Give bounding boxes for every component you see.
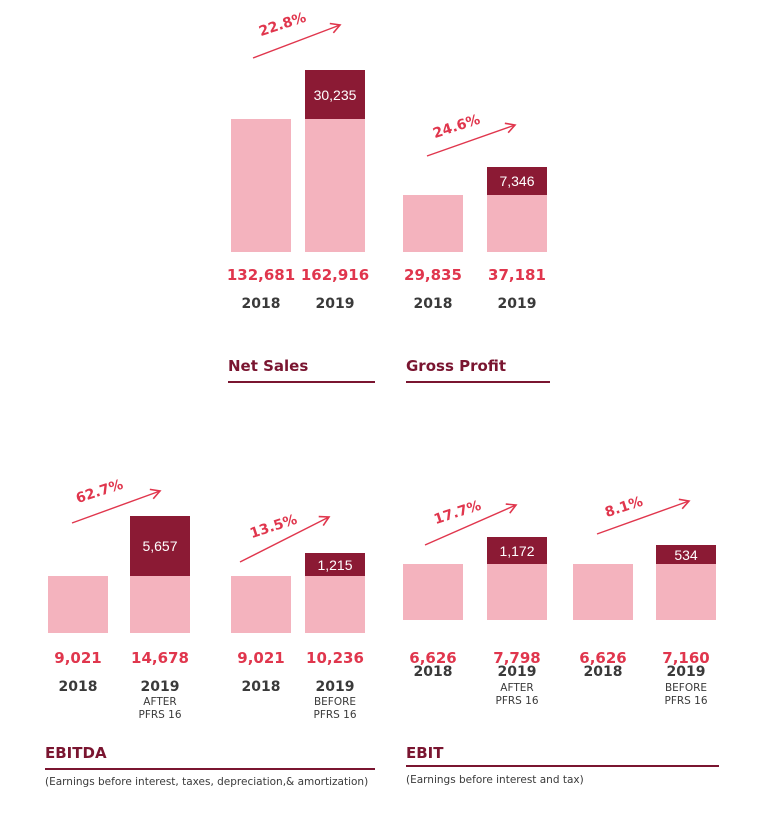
gross-profit-value-2018: 29,835 (404, 266, 462, 284)
ebit-after-value-2018: 6,626 (409, 649, 457, 667)
net-sales-2018-bar (231, 119, 291, 252)
gross-profit-value-2019: 37,181 (488, 266, 546, 284)
ebit-subtitle: (Earnings before interest and tax) (406, 774, 584, 786)
gross-profit-growth-arrow (426, 122, 517, 157)
ebitda-before-note: BEFORE PFRS 16 (313, 696, 357, 721)
ebitda-after-growth-arrow (71, 488, 162, 524)
ebitda-after-year-2019: 2019 (140, 679, 180, 695)
ebitda-subtitle: (Earnings before interest, taxes, deprec… (45, 776, 369, 788)
ebit-after-2019-base-bar (487, 564, 547, 620)
ebit-title: EBIT (406, 744, 444, 762)
net-sales-increase-bar: 30,235 (305, 70, 365, 119)
ebit-before-value-2019: 7,160 (662, 649, 710, 667)
net-sales-2019-base-bar (305, 119, 365, 252)
net-sales-title-rule (228, 381, 375, 383)
ebit-before-2018-bar (573, 564, 633, 620)
gross-profit-title-rule (406, 381, 550, 383)
ebitda-before-2018-bar (231, 576, 291, 633)
gross-profit-year-2018: 2018 (413, 296, 453, 312)
ebit-after-growth-arrow (424, 503, 518, 546)
ebit-before-year-2019: 2019 (666, 664, 706, 680)
ebitda-after-note: AFTER PFRS 16 (138, 696, 182, 721)
ebitda-before-year-2019: 2019 (315, 679, 355, 695)
ebit-after-2018-bar (403, 564, 463, 620)
ebitda-title-rule (45, 768, 375, 770)
ebitda-after-2019-base-bar (130, 576, 190, 633)
gross-profit-2019-base-bar (487, 195, 547, 252)
ebitda-after-value-2019: 14,678 (131, 649, 189, 667)
ebitda-after-increase-bar: 5,657 (130, 516, 190, 576)
ebit-before-increase-bar: 534 (656, 545, 716, 564)
net-sales-year-2019: 2019 (315, 296, 355, 312)
ebitda-before-increase-bar: 1,215 (305, 553, 365, 576)
ebit-after-year-2019: 2019 (497, 664, 537, 680)
net-sales-value-2019: 162,916 (300, 266, 370, 284)
net-sales-value-2018: 132,681 (226, 266, 296, 284)
ebitda-title: EBITDA (45, 744, 107, 762)
net-sales-year-2018: 2018 (241, 296, 281, 312)
ebit-after-year-2018: 2018 (413, 664, 453, 680)
gross-profit-2018-bar (403, 195, 463, 252)
gross-profit-increase-bar: 7,346 (487, 167, 547, 195)
ebitda-before-growth-arrow (239, 515, 331, 563)
ebit-before-value-2018: 6,626 (579, 649, 627, 667)
ebitda-after-value-2018: 9,021 (54, 649, 102, 667)
ebitda-before-2019-base-bar (305, 576, 365, 633)
net-sales-growth-arrow (252, 22, 342, 59)
ebit-before-growth-arrow (596, 498, 691, 535)
ebitda-after-2018-bar (48, 576, 108, 633)
ebit-before-note: BEFORE PFRS 16 (664, 682, 708, 707)
ebit-after-value-2019: 7,798 (493, 649, 541, 667)
net-sales-title: Net Sales (228, 357, 309, 375)
gross-profit-title: Gross Profit (406, 357, 507, 375)
ebit-after-note: AFTER PFRS 16 (495, 682, 539, 707)
ebitda-before-year-2018: 2018 (241, 679, 281, 695)
gross-profit-year-2019: 2019 (497, 296, 537, 312)
ebit-before-2019-base-bar (656, 564, 716, 620)
ebitda-before-value-2019: 10,236 (306, 649, 364, 667)
ebit-title-rule (406, 765, 719, 767)
ebitda-after-year-2018: 2018 (58, 679, 98, 695)
ebitda-before-value-2018: 9,021 (237, 649, 285, 667)
ebit-before-year-2018: 2018 (583, 664, 623, 680)
ebit-after-increase-bar: 1,172 (487, 537, 547, 564)
